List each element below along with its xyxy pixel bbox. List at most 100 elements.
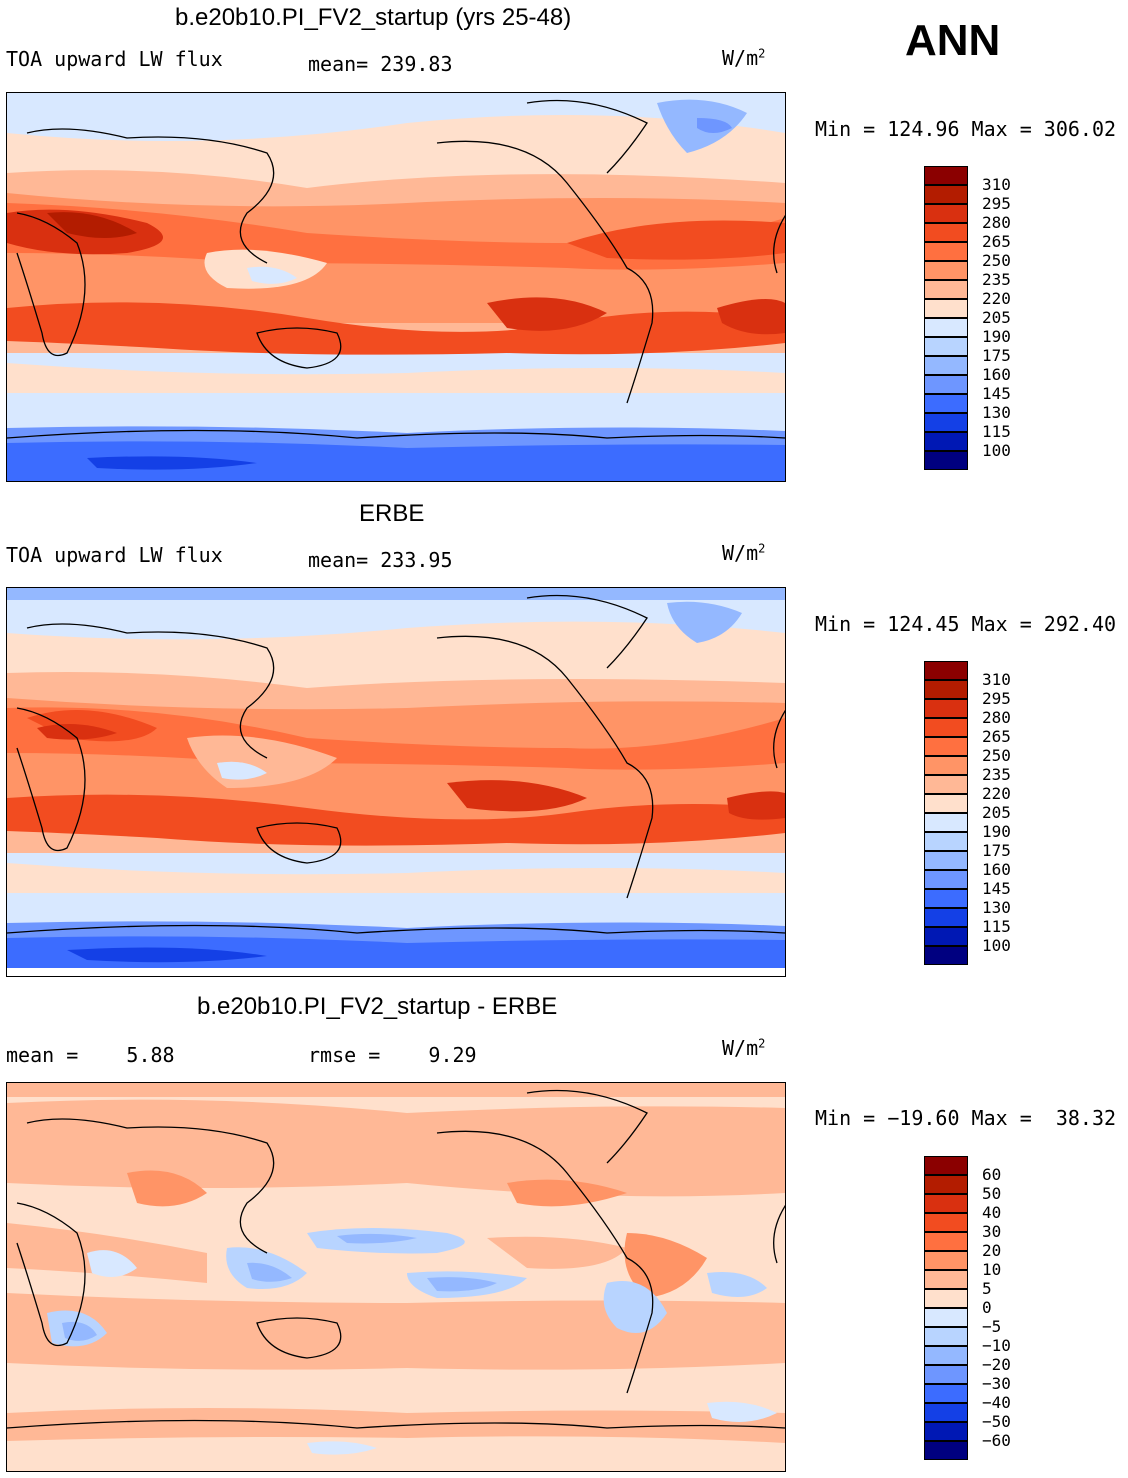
colorbar-swatch (924, 1289, 968, 1308)
colorbar-tick-label: 280 (982, 213, 1011, 232)
colorbar-swatch (924, 813, 968, 832)
panel-2-title: ERBE (359, 500, 425, 527)
colorbar-tick-label: 295 (982, 689, 1011, 708)
panel-1-units: W/m2 (722, 46, 766, 70)
panel-3-units: W/m2 (722, 1036, 766, 1060)
colorbar-swatch (924, 851, 968, 870)
colorbar-tick-label: 175 (982, 841, 1011, 860)
panel-3-rmse: rmse = 9.29 (308, 1043, 477, 1067)
colorbar-tick-label: 160 (982, 860, 1011, 879)
colorbar-swatch (924, 451, 968, 470)
colorbar-swatch (924, 166, 968, 185)
colorbar-tick-label: 115 (982, 917, 1011, 936)
colorbar-tick-label: 115 (982, 422, 1011, 441)
colorbar-tick-label: 0 (982, 1298, 992, 1317)
colorbar-swatch (924, 718, 968, 737)
colorbar-swatch (924, 1384, 968, 1403)
colorbar-swatch (924, 1365, 968, 1384)
colorbar-swatch (924, 889, 968, 908)
colorbar-tick-label: −40 (982, 1393, 1011, 1412)
colorbar-tick-label: 205 (982, 803, 1011, 822)
colorbar-tick-label: 220 (982, 784, 1011, 803)
colorbar-swatch (924, 1403, 968, 1422)
colorbar-swatch (924, 242, 968, 261)
panel-3-minmax: Min = −19.60 Max = 38.32 (815, 1106, 1117, 1130)
colorbar-swatch (924, 1251, 968, 1270)
colorbar-tick-label: 60 (982, 1165, 1002, 1184)
colorbar-tick-label: 130 (982, 898, 1011, 917)
colorbar-tick-label: 40 (982, 1203, 1002, 1222)
colorbar-tick-label: 175 (982, 346, 1011, 365)
colorbar-swatch (924, 1422, 968, 1441)
panel-2-variable: TOA upward LW flux (6, 543, 223, 567)
colorbar-tick-label: 145 (982, 384, 1011, 403)
colorbar-tick-label: −20 (982, 1355, 1011, 1374)
colorbar-swatch (924, 413, 968, 432)
colorbar-tick-label: −30 (982, 1374, 1011, 1393)
panel-1-mean: mean= 239.83 (308, 52, 453, 76)
colorbar-swatch (924, 318, 968, 337)
colorbar-tick-label: 190 (982, 822, 1011, 841)
colorbar-swatch (924, 185, 968, 204)
colorbar-tick-label: 100 (982, 441, 1011, 460)
colorbar-tick-label: 265 (982, 232, 1011, 251)
colorbar-tick-label: −50 (982, 1412, 1011, 1431)
colorbar-swatch (924, 737, 968, 756)
colorbar-swatch (924, 1270, 968, 1289)
colorbar-swatch (924, 356, 968, 375)
colorbar-tick-label: 280 (982, 708, 1011, 727)
colorbar-swatch (924, 1346, 968, 1365)
colorbar-swatch (924, 1232, 968, 1251)
panel-1-minmax: Min = 124.96 Max = 306.02 (815, 117, 1117, 141)
colorbar-tick-label: 145 (982, 879, 1011, 898)
colorbar-swatch (924, 1441, 968, 1460)
colorbar-swatch (924, 1327, 968, 1346)
colorbar-tick-label: 250 (982, 746, 1011, 765)
colorbar-swatch (924, 223, 968, 242)
colorbar-swatch (924, 432, 968, 451)
panel-2-mean: mean= 233.95 (308, 548, 453, 572)
colorbar-tick-label: 220 (982, 289, 1011, 308)
colorbar-swatch (924, 699, 968, 718)
panel-1-title: b.e20b10.PI_FV2_startup (yrs 25-48) (175, 4, 572, 31)
panel-2-map (6, 587, 786, 977)
colorbar-tick-label: 205 (982, 308, 1011, 327)
panel-2-units: W/m2 (722, 541, 766, 565)
colorbar-tick-label: −10 (982, 1336, 1011, 1355)
colorbar-swatch (924, 1156, 968, 1175)
colorbar-swatch (924, 927, 968, 946)
colorbar-tick-label: 310 (982, 670, 1011, 689)
colorbar-swatch (924, 261, 968, 280)
colorbar-swatch (924, 870, 968, 889)
colorbar-swatch (924, 1175, 968, 1194)
colorbar-swatch (924, 299, 968, 318)
colorbar-swatch (924, 375, 968, 394)
panel-1-map (6, 92, 786, 482)
colorbar-tick-label: −5 (982, 1317, 1002, 1336)
colorbar-swatch (924, 204, 968, 223)
panel-1-variable: TOA upward LW flux (6, 47, 223, 71)
colorbar-tick-label: 295 (982, 194, 1011, 213)
panel-3-title: b.e20b10.PI_FV2_startup - ERBE (197, 993, 558, 1020)
colorbar-tick-label: 160 (982, 365, 1011, 384)
panel-3-mean: mean = 5.88 (6, 1043, 175, 1067)
colorbar-tick-label: 50 (982, 1184, 1002, 1203)
colorbar-swatch (924, 775, 968, 794)
colorbar-swatch (924, 794, 968, 813)
colorbar-tick-label: 235 (982, 765, 1011, 784)
colorbar-tick-label: 100 (982, 936, 1011, 955)
colorbar-swatch (924, 337, 968, 356)
panel-2-minmax: Min = 124.45 Max = 292.40 (815, 612, 1117, 636)
colorbar-swatch (924, 908, 968, 927)
colorbar-tick-label: 250 (982, 251, 1011, 270)
colorbar-swatch (924, 661, 968, 680)
colorbar-tick-label: 130 (982, 403, 1011, 422)
season-label: ANN (905, 16, 1001, 65)
colorbar-tick-label: 20 (982, 1241, 1002, 1260)
colorbar-swatch (924, 946, 968, 965)
colorbar-swatch (924, 1213, 968, 1232)
colorbar-tick-label: 265 (982, 727, 1011, 746)
colorbar-swatch (924, 756, 968, 775)
colorbar-tick-label: −60 (982, 1431, 1011, 1450)
colorbar-tick-label: 310 (982, 175, 1011, 194)
